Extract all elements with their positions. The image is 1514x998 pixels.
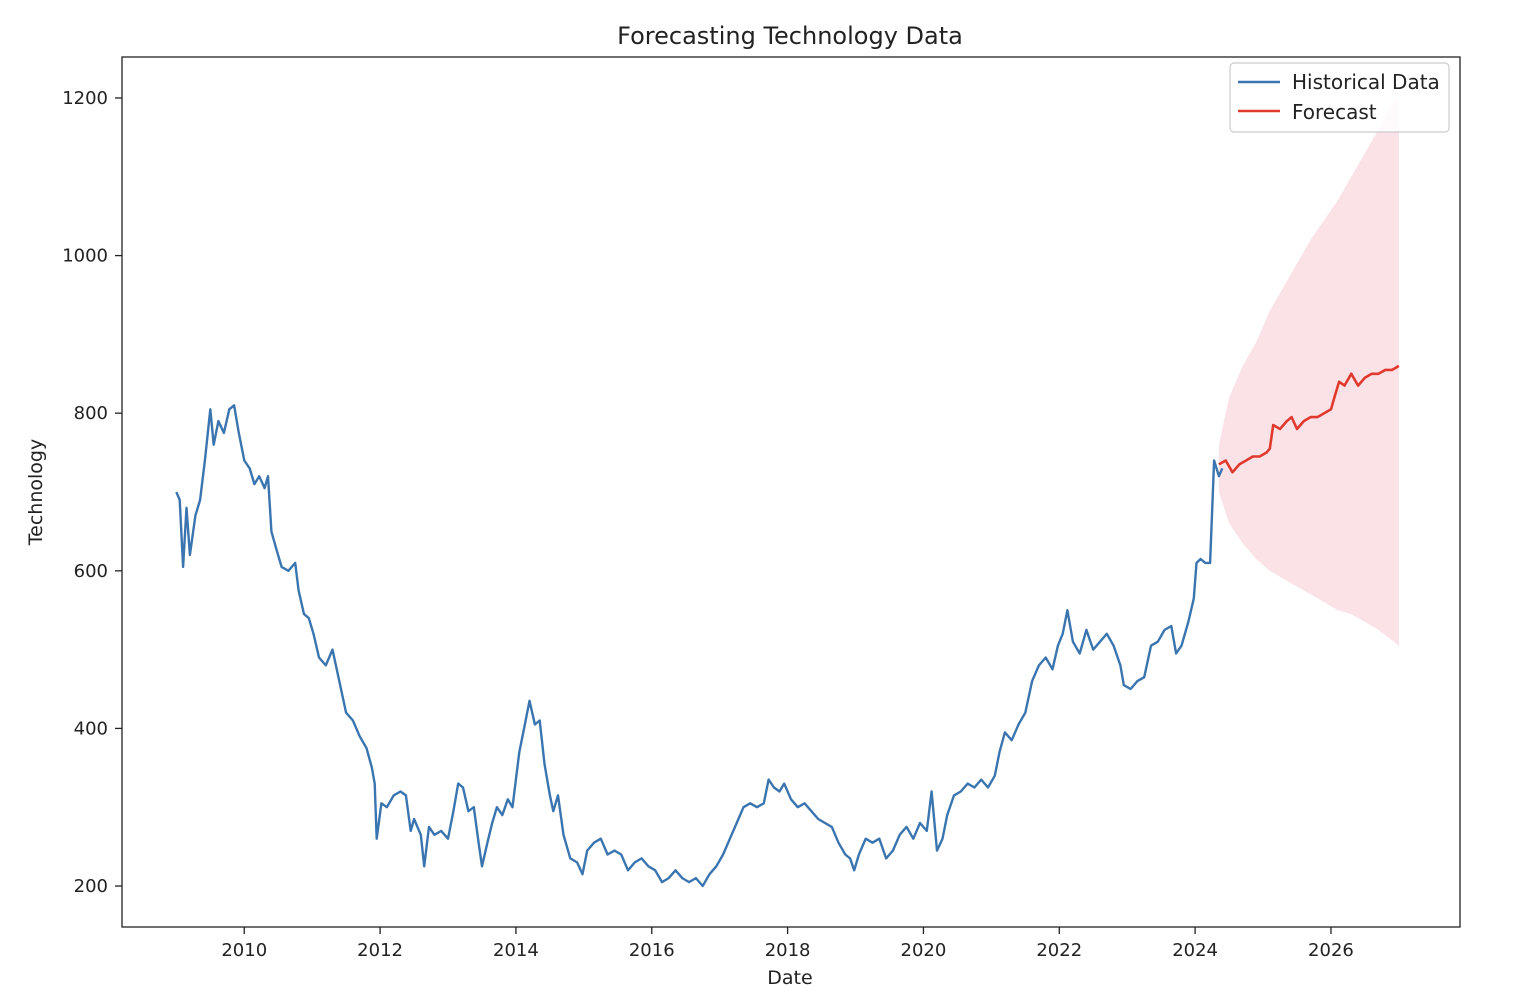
y-axis-label: Technology (25, 439, 47, 546)
x-axis-label: Date (767, 967, 812, 989)
y-tick-label: 800 (74, 403, 108, 424)
x-tick-label: 2016 (629, 940, 675, 961)
x-tick-label: 2012 (357, 940, 403, 961)
chart-title: Forecasting Technology Data (617, 22, 963, 50)
x-tick-label: 2024 (1172, 940, 1218, 961)
y-tick-label: 1200 (62, 88, 108, 109)
y-tick-label: 1000 (62, 246, 108, 267)
legend-label-forecast: Forecast (1292, 100, 1377, 124)
x-tick-label: 2018 (765, 940, 811, 961)
x-tick-label: 2014 (493, 940, 539, 961)
legend: Historical Data Forecast (1229, 62, 1450, 133)
y-axis-ticks: 200 400 600 800 1000 1200 (62, 88, 122, 897)
x-tick-label: 2020 (901, 940, 947, 961)
x-axis-ticks: 2010 2012 2014 2016 2018 2020 2022 2024 2026 (221, 927, 1354, 961)
series-historical-data-line (175, 404, 1224, 888)
series-forecast-line (1218, 364, 1400, 474)
plot-frame (121, 56, 1461, 928)
legend-label-historical-data: Historical Data (1292, 70, 1440, 94)
x-tick-label: 2010 (221, 940, 267, 961)
x-tick-label: 2026 (1308, 940, 1354, 961)
x-tick-label: 2022 (1036, 940, 1082, 961)
plot-area (175, 94, 1400, 888)
legend-box (1229, 62, 1450, 133)
forecast-confidence-band (1218, 94, 1399, 646)
y-tick-label: 600 (74, 561, 108, 582)
y-tick-label: 200 (74, 876, 108, 897)
y-tick-label: 400 (74, 718, 108, 739)
